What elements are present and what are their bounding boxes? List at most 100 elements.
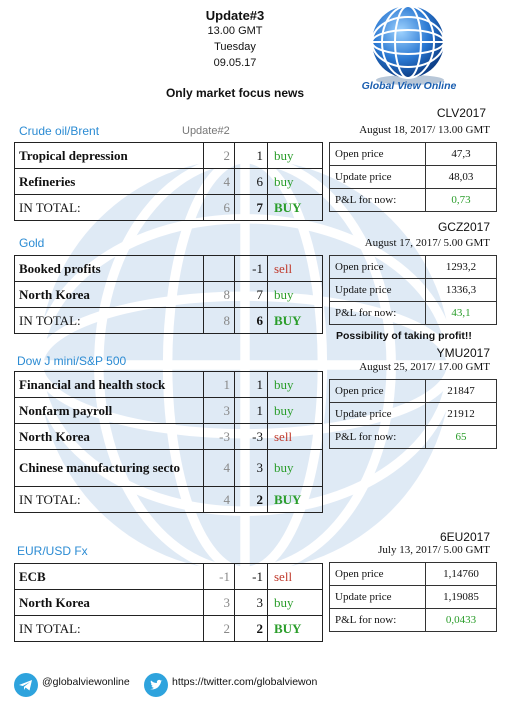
table-row: Update price 48,03	[329, 165, 497, 189]
open-price-label: Open price	[329, 142, 426, 166]
pl-label: P&L for now:	[329, 301, 426, 325]
pl-label: P&L for now:	[329, 425, 426, 449]
twitter-link[interactable]: https://twitter.com/globalviewon	[172, 676, 318, 688]
contract-date: August 25, 2017/ 17.00 GMT	[359, 361, 490, 373]
contract-date: July 13, 2017/ 5.00 GMT	[378, 544, 490, 556]
contract-date: August 17, 2017/ 5.00 GMT	[364, 237, 490, 249]
cur-score: 3	[234, 589, 268, 616]
gold-title: Gold	[19, 236, 45, 250]
report-day: Tuesday	[214, 41, 256, 53]
crude-title: Crude oil/Brent	[19, 124, 100, 138]
table-row: North Korea 8 7 buy	[14, 281, 323, 308]
open-price-label: Open price	[329, 255, 426, 279]
open-price-value: 21847	[425, 379, 497, 403]
open-price-label: Open price	[329, 562, 426, 586]
cur-score: 1	[234, 371, 268, 398]
eurusd-title: EUR/USD Fx	[17, 544, 88, 558]
update-price-label: Update price	[329, 278, 426, 302]
signal: buy	[267, 589, 323, 616]
open-price-value: 1293,2	[425, 255, 497, 279]
table-row: ECB -1 -1 sell	[14, 563, 323, 590]
update-price-label: Update price	[329, 165, 426, 189]
pl-label: P&L for now:	[329, 188, 426, 212]
total-label: IN TOTAL:	[14, 486, 204, 513]
pl-label: P&L for now:	[329, 608, 426, 632]
news-name: Financial and health stock	[14, 371, 204, 398]
table-row: Update price 1336,3	[329, 278, 497, 302]
prev-score: 6	[203, 194, 235, 221]
update-price-value: 48,03	[425, 165, 497, 189]
cur-score: 3	[234, 449, 268, 487]
telegram-icon[interactable]	[14, 673, 38, 697]
signal: buy	[267, 449, 323, 487]
table-row: Update price 1,19085	[329, 585, 497, 609]
cur-score: 1	[234, 142, 268, 169]
pl-value: 0,73	[425, 188, 497, 212]
gold-table: Booked profits -1 sell North Korea 8 7 b…	[14, 255, 323, 334]
table-row: Open price 1293,2	[329, 255, 497, 279]
dow-table: Financial and health stock 1 1 buy Nonfa…	[14, 371, 323, 513]
clv-price-table: Open price 47,3 Update price 48,03 P&L for…	[329, 142, 497, 212]
table-row: Update price 21912	[329, 402, 497, 426]
report-time: 13.00 GMT	[207, 25, 263, 37]
prev-score: 4	[203, 449, 235, 487]
cur-score: 6	[234, 168, 268, 195]
eurusd-table: ECB -1 -1 sell North Korea 3 3 buy IN TO…	[14, 563, 323, 642]
cur-score: 7	[234, 194, 268, 221]
news-name: Tropical depression	[14, 142, 204, 169]
cur-score: 6	[234, 307, 268, 334]
table-row: North Korea -3 -3 sell	[14, 423, 323, 450]
total-label: IN TOTAL:	[14, 615, 204, 642]
prev-score: 2	[203, 142, 235, 169]
table-row: IN TOTAL: 8 6 BUY	[14, 307, 323, 334]
cur-score: 7	[234, 281, 268, 308]
cur-score: 2	[234, 486, 268, 513]
cur-score: -1	[234, 563, 268, 590]
table-row: IN TOTAL: 6 7 BUY	[14, 194, 323, 221]
signal: BUY	[267, 307, 323, 334]
signal: buy	[267, 371, 323, 398]
table-row: IN TOTAL: 2 2 BUY	[14, 615, 323, 642]
ymu-price-table: Open price 21847 Update price 21912 P&L fo…	[329, 379, 497, 449]
prev-score: 2	[203, 615, 235, 642]
possibility-note: Possibility of taking profit!!	[336, 330, 472, 342]
update-price-label: Update price	[329, 402, 426, 426]
crude-subtitle: Update#2	[182, 125, 230, 137]
prev-score	[203, 255, 235, 282]
news-name: ECB	[14, 563, 204, 590]
table-row: Tropical depression 2 1 buy	[14, 142, 323, 169]
pl-value: 43,1	[425, 301, 497, 325]
logo-text: Global View Online	[361, 80, 457, 92]
prev-score: -3	[203, 423, 235, 450]
crude-table: Tropical depression 2 1 buy Refineries 4…	[14, 142, 323, 221]
report-date: 09.05.17	[213, 57, 257, 69]
signal: sell	[267, 423, 323, 450]
news-name: Nonfarm payroll	[14, 397, 204, 424]
table-row: P&L for now: 43,1	[329, 301, 497, 325]
signal: sell	[267, 255, 323, 282]
signal: buy	[267, 397, 323, 424]
update-price-label: Update price	[329, 585, 426, 609]
contract-code: GCZ2017	[437, 220, 490, 234]
table-row: Financial and health stock 1 1 buy	[14, 371, 323, 398]
table-row: Refineries 4 6 buy	[14, 168, 323, 195]
cur-score: -3	[234, 423, 268, 450]
signal: buy	[267, 168, 323, 195]
news-name: Booked profits	[14, 255, 204, 282]
news-name: North Korea	[14, 423, 204, 450]
prev-score: 1	[203, 371, 235, 398]
news-name: Refineries	[14, 168, 204, 195]
prev-score: 3	[203, 397, 235, 424]
table-row: North Korea 3 3 buy	[14, 589, 323, 616]
table-row: P&L for now: 65	[329, 425, 497, 449]
update-price-value: 21912	[425, 402, 497, 426]
telegram-handle[interactable]: @globalviewonline	[42, 676, 130, 688]
twitter-icon[interactable]	[144, 673, 168, 697]
table-row: Booked profits -1 sell	[14, 255, 323, 282]
signal: buy	[267, 142, 323, 169]
table-row: Open price 47,3	[329, 142, 497, 166]
report-title: Update#3	[205, 8, 265, 23]
focus-note: Only market focus news	[165, 86, 305, 100]
total-label: IN TOTAL:	[14, 194, 204, 221]
table-row: Open price 21847	[329, 379, 497, 403]
